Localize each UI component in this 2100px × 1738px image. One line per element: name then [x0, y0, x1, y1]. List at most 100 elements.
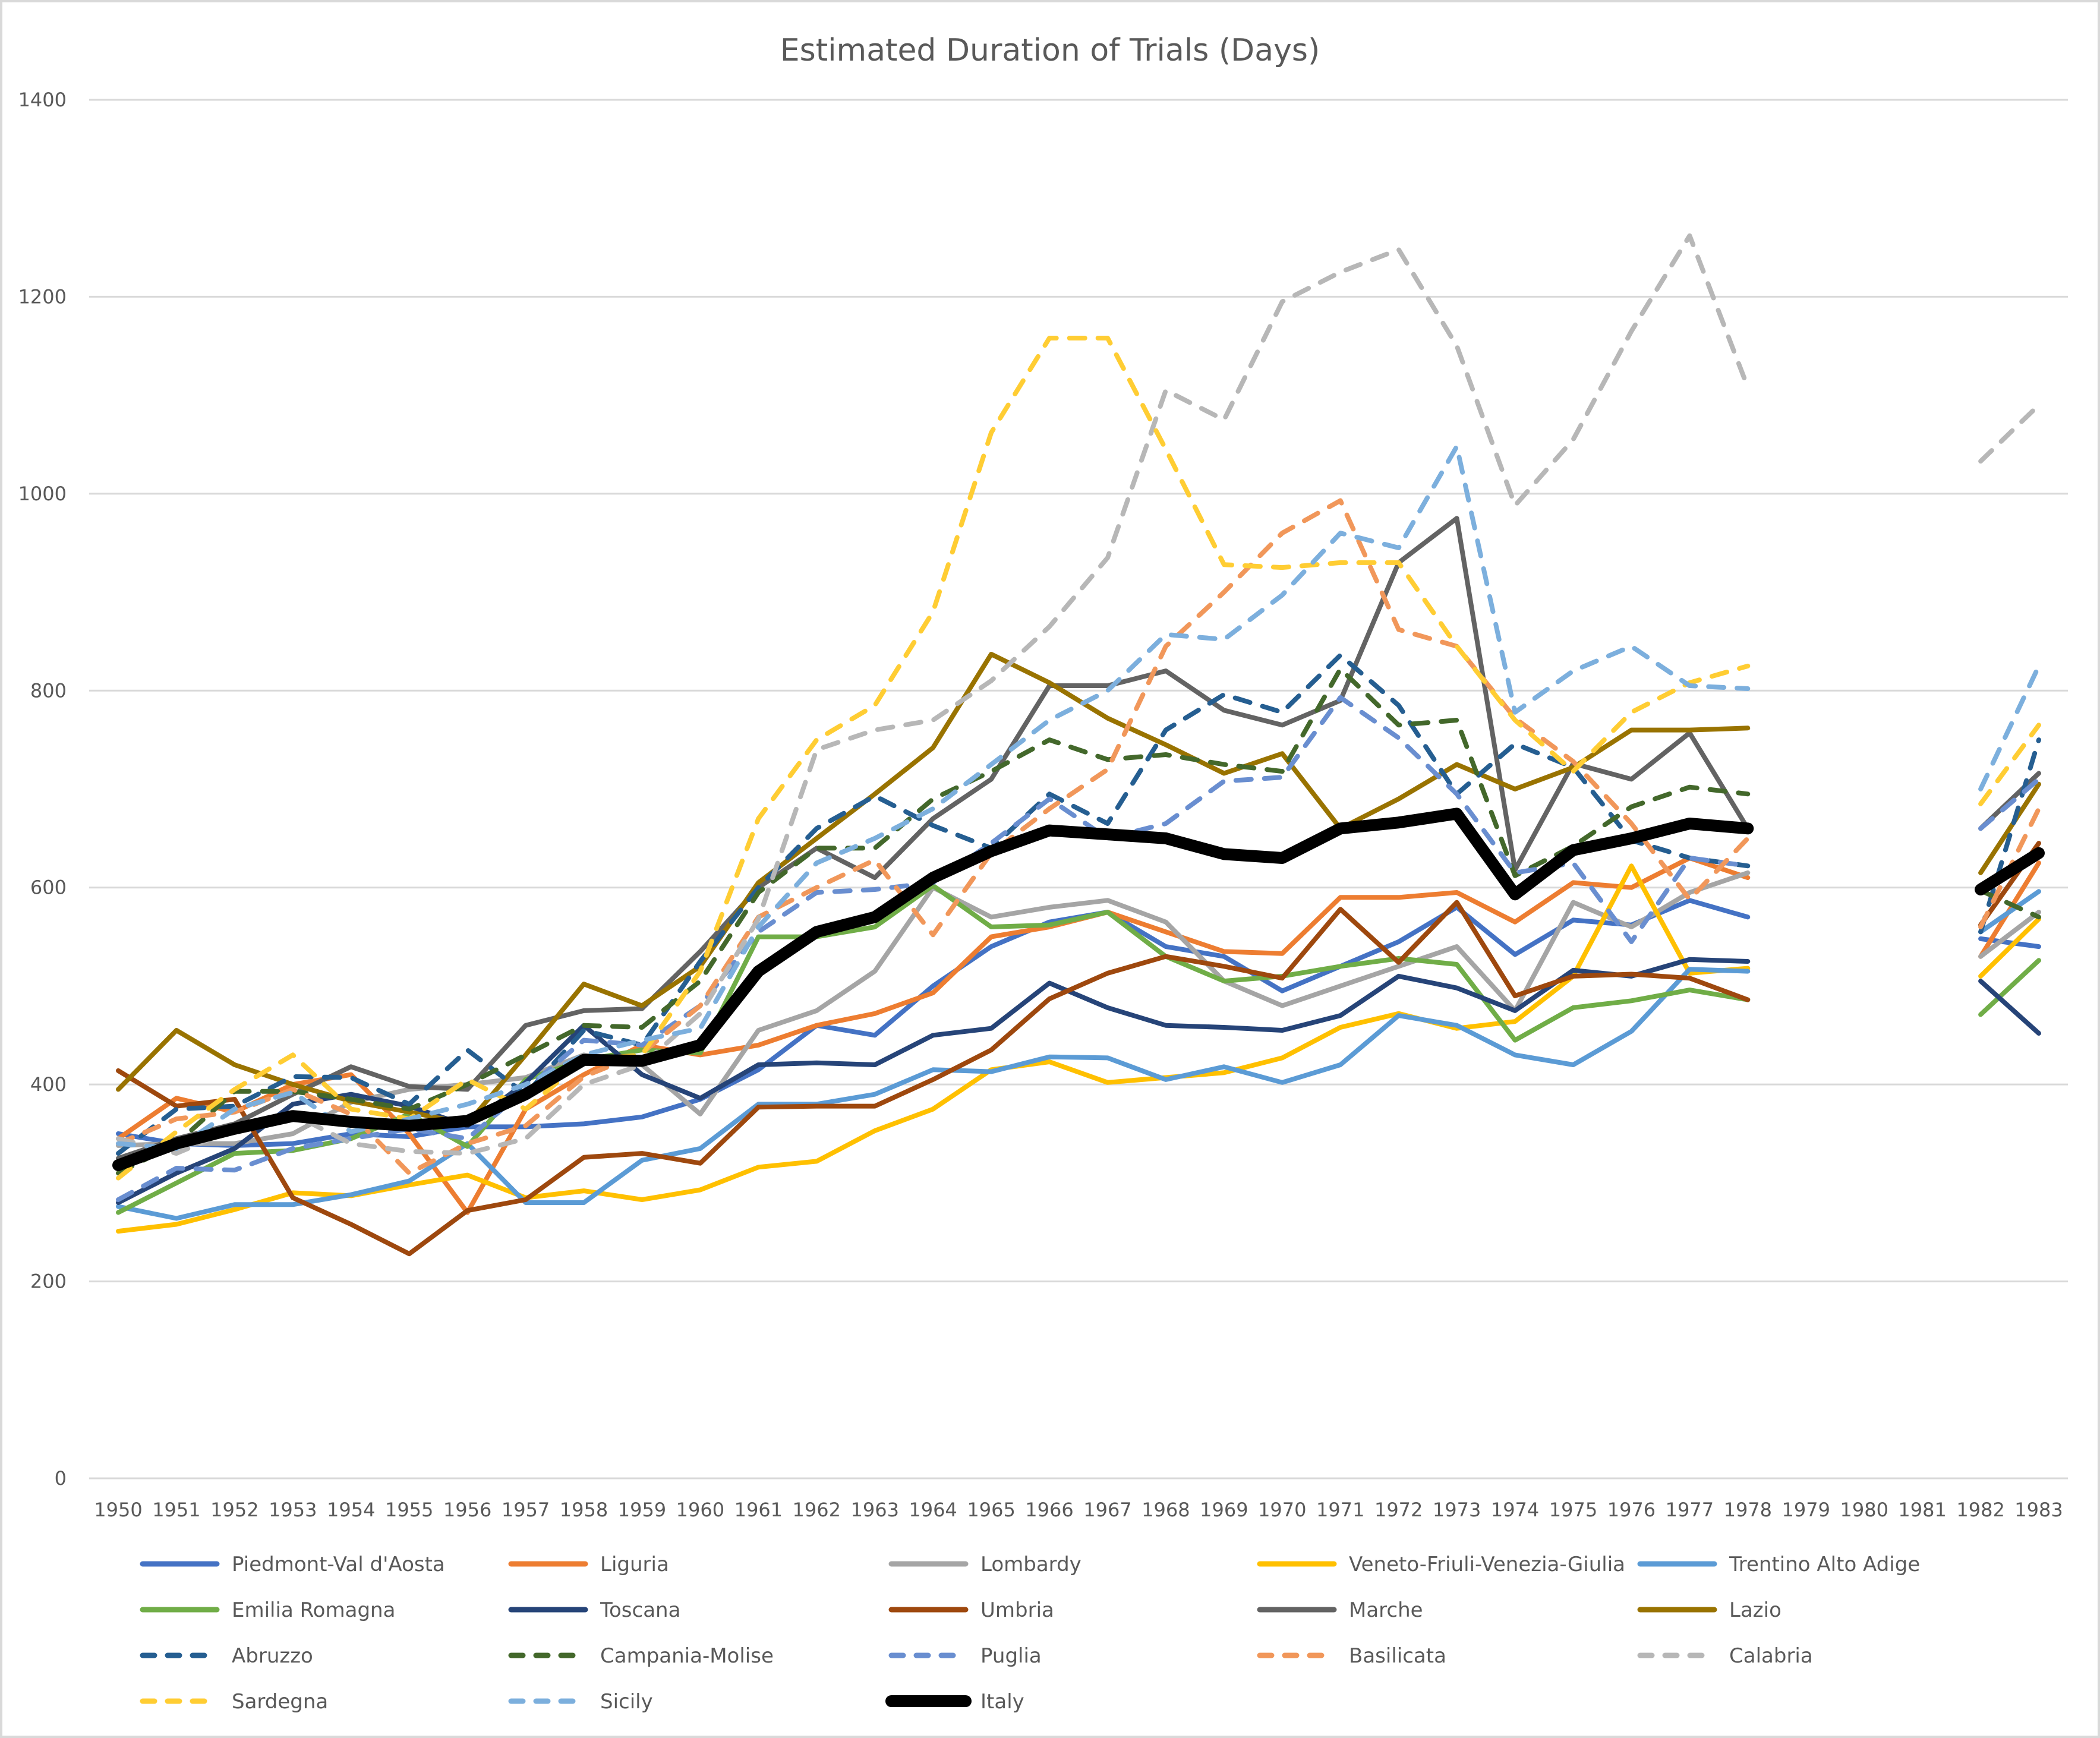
x-tick-label: 1954: [327, 1499, 375, 1521]
series-sardegna: [116, 336, 2041, 1181]
legend-label: Piedmont-Val d'Aosta: [232, 1553, 445, 1576]
y-tick-label: 0: [55, 1467, 67, 1490]
series-line: [1978, 402, 2041, 464]
legend-label: Marche: [1349, 1598, 1423, 1622]
x-tick-label: 1969: [1200, 1499, 1248, 1521]
y-tick-label: 1200: [18, 285, 67, 308]
legend-item: Veneto-Friuli-Venezia-Giulia: [1257, 1553, 1625, 1576]
x-tick-label: 1963: [850, 1499, 898, 1521]
legend-item: Lazio: [1637, 1598, 1781, 1622]
legend-label: Campania-Molise: [600, 1644, 774, 1668]
legend-label: Sicily: [600, 1690, 653, 1714]
x-tick-label: 1959: [618, 1499, 666, 1521]
x-tick-label: 1950: [94, 1499, 142, 1521]
x-tick-label: 1953: [269, 1499, 317, 1521]
series-campania-molise: [116, 666, 2041, 1176]
x-tick-label: 1968: [1142, 1499, 1190, 1521]
series-line: [116, 967, 1751, 1221]
legend-item: Marche: [1257, 1598, 1423, 1622]
legend-label: Emilia Romagna: [232, 1598, 395, 1622]
x-tick-label: 1962: [793, 1499, 841, 1521]
x-tick-label: 1961: [734, 1499, 783, 1521]
gridlines: [89, 99, 2068, 1480]
x-tick-label: 1982: [1956, 1499, 2004, 1521]
x-tick-label: 1974: [1491, 1499, 1539, 1521]
series-veneto-friuli-venezia-giulia: [116, 863, 2041, 1234]
legend-label: Lombardy: [980, 1553, 1081, 1576]
series-line: [116, 666, 1751, 1176]
legend-label: Sardegna: [232, 1690, 328, 1714]
series-line: [1978, 737, 2041, 935]
x-tick-label: 1952: [210, 1499, 258, 1521]
x-tick-label: 1983: [2014, 1499, 2063, 1521]
series-line: [1978, 781, 2041, 875]
y-tick-label: 600: [30, 876, 67, 899]
legend-item: Abruzzo: [140, 1644, 313, 1668]
x-tick-label: 1967: [1083, 1499, 1131, 1521]
series-line: [116, 652, 1751, 1156]
legend-item: Sardegna: [140, 1690, 328, 1714]
series-line: [1978, 888, 2041, 920]
legend-label: Trentino Alto Adige: [1729, 1553, 1920, 1576]
legend-item: Piedmont-Val d'Aosta: [140, 1553, 445, 1576]
series-line: [1975, 847, 2045, 895]
x-tick-label: 1964: [909, 1499, 957, 1521]
series-lazio: [116, 652, 2041, 1127]
series-line: [112, 808, 1754, 1171]
series-emilia-romagna: [116, 883, 2041, 1215]
series-line: [116, 863, 1751, 1234]
series-sicily: [116, 444, 2041, 1151]
series-toscana: [116, 957, 2041, 1205]
y-tick-label: 1400: [18, 89, 67, 111]
legend-item: Emilia Romagna: [140, 1598, 395, 1622]
series-line: [1978, 777, 2041, 831]
x-tick-label: 1972: [1374, 1499, 1423, 1521]
x-tick-label: 1966: [1025, 1499, 1073, 1521]
x-tick-label: 1970: [1258, 1499, 1306, 1521]
series-abruzzo: [116, 652, 2041, 1156]
legend-label: Toscana: [600, 1598, 680, 1622]
series-liguria: [116, 856, 2041, 1215]
x-tick-label: 1965: [967, 1499, 1015, 1521]
series-line: [116, 900, 1751, 1257]
legend-label: Italy: [980, 1690, 1024, 1714]
series-line: [1978, 910, 2041, 959]
legend: Piedmont-Val d'Aosta Liguria Lombardy Venet…: [140, 1553, 1920, 1714]
y-axis: 0 200 400 600 800 1000 1200 1400: [18, 89, 67, 1490]
legend-item: Campania-Molise: [508, 1644, 774, 1668]
x-tick-label: 1975: [1549, 1499, 1597, 1521]
x-tick-label: 1957: [502, 1499, 550, 1521]
legend-item: Basilicata: [1257, 1644, 1446, 1668]
y-tick-label: 400: [30, 1073, 67, 1096]
series-line: [116, 233, 1751, 1156]
series-line: [1978, 958, 2041, 1017]
y-tick-label: 800: [30, 679, 67, 702]
x-axis: 1950 1951 1952 1953 1954 1955 1956 1957 1958 1959…: [94, 1499, 2063, 1521]
series-line: [116, 898, 1751, 1148]
x-tick-label: 1977: [1666, 1499, 1714, 1521]
x-tick-label: 1951: [152, 1499, 200, 1521]
x-tick-label: 1973: [1433, 1499, 1481, 1521]
series-line: [1978, 663, 2041, 791]
legend-label: Puglia: [980, 1644, 1042, 1668]
series-line: [116, 957, 1751, 1205]
legend-item: Italy: [885, 1690, 1024, 1714]
series-line: [116, 516, 1751, 1161]
legend-label: Umbria: [980, 1598, 1054, 1622]
x-tick-label: 1980: [1840, 1499, 1888, 1521]
y-tick-label: 1000: [18, 482, 67, 505]
legend-item: Umbria: [888, 1598, 1054, 1622]
legend-item: Lombardy: [888, 1553, 1081, 1576]
x-tick-label: 1971: [1316, 1499, 1364, 1521]
x-tick-label: 1956: [443, 1499, 491, 1521]
legend-item: Puglia: [888, 1644, 1042, 1668]
legend-item: Sicily: [508, 1690, 653, 1714]
series-line: [1978, 723, 2041, 806]
x-tick-label: 1958: [560, 1499, 608, 1521]
legend-label: Calabria: [1729, 1644, 1813, 1668]
legend-item: Liguria: [508, 1553, 669, 1576]
series-italy: [112, 808, 2045, 1171]
series-lines: [112, 233, 2045, 1257]
